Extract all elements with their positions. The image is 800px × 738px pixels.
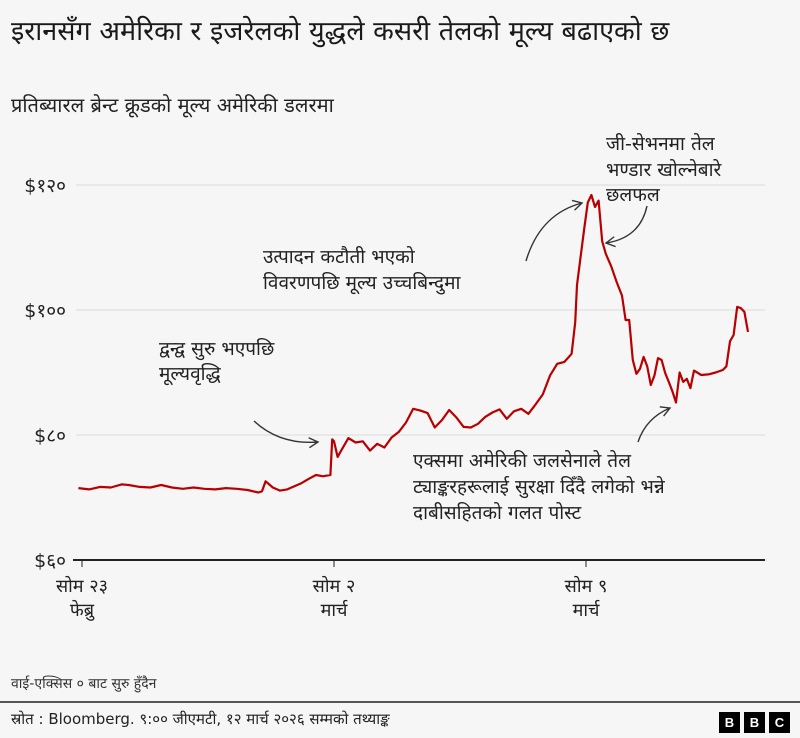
- svg-text:ट्याङ्करहरूलाई सुरक्षा दिँदै ल: ट्याङ्करहरूलाई सुरक्षा दिँदै लगेको भन्ने: [413, 475, 666, 499]
- y-axis-labels: $१२० $१०० $८० $६०: [24, 175, 66, 572]
- y-tick-label: $६०: [34, 550, 66, 572]
- annotation-false-post: एक्समा अमेरिकी जलसेनाले तेल ट्याङ्करहरूल…: [413, 449, 666, 524]
- svg-text:मूल्यवृद्धि: मूल्यवृद्धि: [159, 362, 222, 386]
- footer-divider: [0, 701, 800, 703]
- svg-text:छलफल: छलफल: [606, 184, 661, 206]
- arrow-production-cut: [525, 199, 584, 262]
- source-text: स्रोत : Bloomberg. ९:०० जीएमटी, १२ मार्च…: [11, 710, 390, 728]
- annotation-g7-reserves: जी-सेभनमा तेल भण्डार खोल्नेबारे छलफल: [606, 132, 723, 206]
- y-tick-label: $१००: [24, 300, 66, 322]
- bbc-logo-letter: B: [744, 712, 765, 733]
- svg-text:एक्समा अमेरिकी जलसेनाले तेल: एक्समा अमेरिकी जलसेनाले तेल: [413, 449, 632, 472]
- svg-text:दाबीसहितको गलत पोस्ट: दाबीसहितको गलत पोस्ट: [413, 501, 582, 524]
- bbc-logo-letter: B: [719, 712, 740, 733]
- axis-note: वाई-एक्सिस ० बाट सुरु हुँदैन: [11, 676, 157, 692]
- bbc-logo: B B C: [719, 712, 790, 733]
- x-tick-label: सोम २३: [56, 575, 108, 597]
- svg-text:भण्डार खोल्नेबारे: भण्डार खोल्नेबारे: [606, 158, 723, 181]
- annotation-conflict: द्वन्द्व सुरु भएपछि मूल्यवृद्धि: [159, 337, 275, 386]
- annotation-production-cut: उत्पादन कटौती भएको विवरणपछि मूल्य उच्चबि…: [263, 245, 461, 295]
- chart-subtitle: प्रतिब्यारल ब्रेन्ट क्रूडको मूल्य अमेरिक…: [11, 93, 334, 117]
- x-tick-label: मार्च: [573, 599, 601, 621]
- x-tick-label: सोम २: [313, 575, 356, 597]
- svg-text:द्वन्द्व सुरु भएपछि: द्वन्द्व सुरु भएपछि: [159, 337, 275, 361]
- gridlines: [76, 184, 765, 436]
- arrow-g7-reserves: [604, 205, 648, 248]
- arrow-false-post: [637, 406, 672, 443]
- x-tick-label: मार्च: [321, 599, 349, 621]
- bbc-logo-letter: C: [769, 712, 790, 733]
- y-tick-label: $८०: [34, 425, 66, 447]
- brent-price-line: [78, 193, 750, 494]
- arrow-conflict: [253, 420, 320, 449]
- svg-text:जी-सेभनमा तेल: जी-सेभनमा तेल: [606, 132, 716, 155]
- x-axis-ticks: सोम २३फेब्रुसोम २मार्चसोम ९मार्च: [56, 560, 607, 621]
- svg-text:विवरणपछि मूल्य उच्चबिन्दुमा: विवरणपछि मूल्य उच्चबिन्दुमा: [263, 271, 461, 295]
- x-tick-label: फेब्रु: [70, 599, 95, 621]
- svg-text:उत्पादन कटौती भएको: उत्पादन कटौती भएको: [263, 245, 416, 268]
- chart-title: इरानसँग अमेरिका र इजरेलको युद्धले कसरी त…: [11, 16, 670, 47]
- x-tick-label: सोम ९: [565, 575, 608, 597]
- y-tick-label: $१२०: [24, 175, 66, 197]
